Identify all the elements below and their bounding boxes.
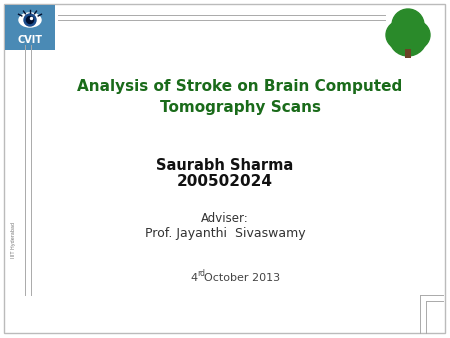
Text: Saurabh Sharma: Saurabh Sharma bbox=[157, 158, 293, 172]
Text: IIIT Hyderabad: IIIT Hyderabad bbox=[10, 222, 15, 258]
Bar bbox=[405, 49, 411, 58]
Ellipse shape bbox=[19, 13, 41, 27]
Circle shape bbox=[392, 9, 424, 41]
Text: 4: 4 bbox=[190, 273, 197, 283]
Text: October 2013: October 2013 bbox=[204, 273, 280, 283]
Bar bbox=[5, 5, 55, 50]
Text: Prof. Jayanthi  Sivaswamy: Prof. Jayanthi Sivaswamy bbox=[145, 226, 305, 240]
Circle shape bbox=[27, 17, 33, 24]
Text: rd: rd bbox=[197, 269, 205, 279]
Text: 200502024: 200502024 bbox=[177, 174, 273, 190]
Circle shape bbox=[24, 14, 36, 26]
Circle shape bbox=[386, 21, 414, 49]
Circle shape bbox=[31, 18, 32, 20]
Circle shape bbox=[402, 21, 430, 49]
Text: CVIT: CVIT bbox=[18, 35, 42, 45]
Circle shape bbox=[389, 18, 427, 56]
Text: Adviser:: Adviser: bbox=[201, 212, 249, 224]
Text: Analysis of Stroke on Brain Computed
Tomography Scans: Analysis of Stroke on Brain Computed Tom… bbox=[77, 79, 403, 115]
